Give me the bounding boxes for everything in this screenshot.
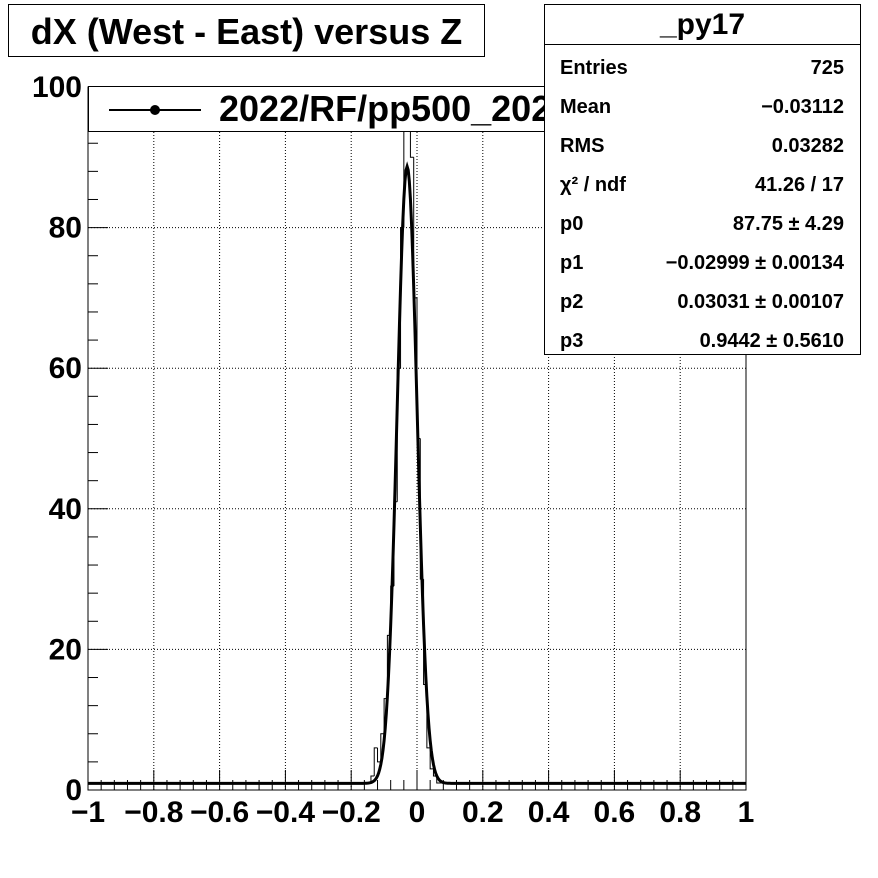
x-tick-label: 0.2 [462,796,504,829]
chart-title: dX (West - East) versus Z [30,11,463,52]
x-tick-label: −0.6 [190,796,249,829]
stats-row-p0: p0 87.75 ± 4.29 [560,205,844,244]
stats-row-p1: p1 −0.02999 ± 0.00134 [560,244,844,283]
fit-curve [88,161,746,785]
stats-value: 41.26 / 17 [755,174,844,196]
x-tick-label: −1 [71,796,105,829]
stats-row-chi2: χ² / ndf 41.26 / 17 [560,166,844,205]
x-tick-label: −0.8 [124,796,183,829]
y-tick-label: 100 [32,71,82,104]
stats-value: 87.75 ± 4.29 [732,213,844,235]
stats-value: −0.03112 [761,96,844,118]
x-tick-label: 0.6 [594,796,636,829]
legend: 2022/RF/pp500_2022 [88,86,614,132]
x-tick-label: −0.4 [256,796,316,829]
y-tick-label: 80 [49,212,82,245]
stats-key: χ² / ndf [560,174,626,196]
stats-key: p3 [560,330,584,352]
y-tick-label: 0 [65,774,82,807]
stats-row-p3: p3 0.9442 ± 0.5610 [560,322,844,361]
chart-title-box: dX (West - East) versus Z [8,4,485,57]
stats-value: 0.03282 [771,135,844,157]
x-tick-label: 1 [738,796,755,829]
y-tick-label: 20 [49,633,82,666]
stats-value: 0.9442 ± 0.5610 [699,330,844,352]
x-tick-label: 0.8 [659,796,701,829]
histogram-bin [429,747,434,770]
stats-key: RMS [560,135,605,157]
histogram-bin [377,747,381,763]
stats-key: p1 [560,252,584,274]
histogram-bin [370,775,375,783]
stats-box: _py17 Entries 725 Mean −0.03112 RMS 0.03… [544,4,861,355]
legend-label: 2022/RF/pp500_2022 [219,88,572,129]
stats-key: p2 [560,291,584,313]
stats-row-mean: Mean −0.03112 [560,88,844,127]
stats-title: _py17 [545,5,860,45]
stats-row-p2: p2 0.03031 ± 0.00107 [560,283,844,322]
stats-key: Mean [560,96,612,118]
histogram-bin [380,733,385,762]
stats-value: −0.02999 ± 0.00134 [665,252,844,274]
stats-key: Entries [560,57,628,79]
y-tick-label: 40 [49,493,82,526]
stats-row-rms: RMS 0.03282 [560,127,844,166]
histogram-bin [373,747,378,776]
stats-key: p0 [560,213,584,235]
y-tick-label: 60 [49,352,82,385]
stats-value: 725 [810,57,844,79]
x-tick-label: −0.2 [322,796,381,829]
legend-marker-icon [150,105,160,115]
x-tick-label: 0.4 [528,796,570,829]
stats-value: 0.03031 ± 0.00107 [677,291,844,313]
stats-row-entries: Entries 725 [560,49,844,88]
x-tick-label: 0 [409,796,426,829]
